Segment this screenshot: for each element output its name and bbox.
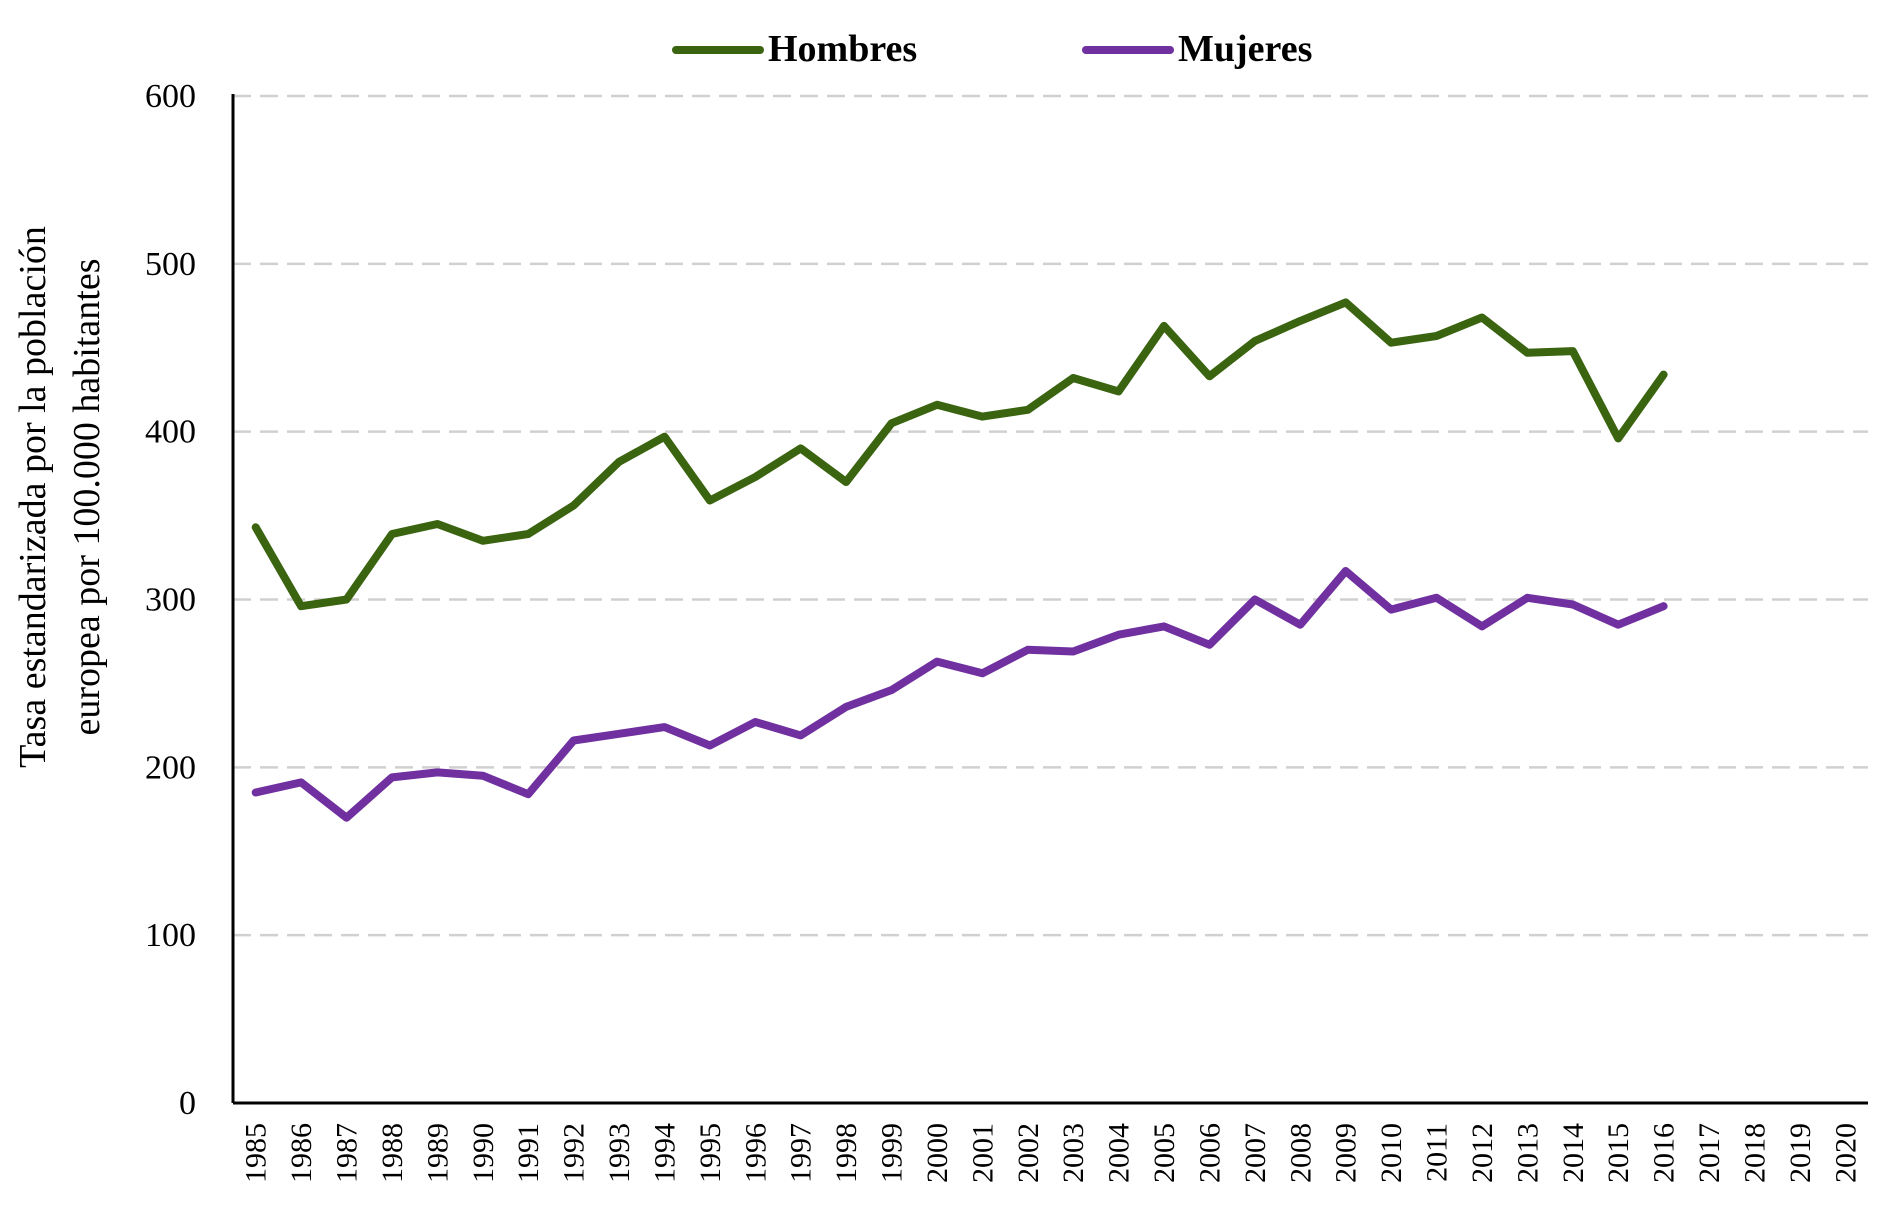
y-tick-label-400: 400 xyxy=(145,414,196,451)
x-tick-label-2017: 2017 xyxy=(1693,1123,1726,1183)
x-tick-label-1995: 1995 xyxy=(694,1123,727,1183)
x-tick-label-1990: 1990 xyxy=(467,1123,500,1183)
x-tick-label-1985: 1985 xyxy=(240,1123,273,1183)
x-tick-label-2012: 2012 xyxy=(1466,1123,1499,1183)
x-tick-labels: 1985 1986 1987 1988 1989 1990 1991 1992 1993 1994… xyxy=(240,1123,1863,1183)
y-tick-label-200: 200 xyxy=(145,749,196,786)
x-tick-label-1994: 1994 xyxy=(648,1123,681,1183)
axes xyxy=(231,94,1868,1105)
x-tick-label-2010: 2010 xyxy=(1375,1123,1408,1183)
x-tick-label-1986: 1986 xyxy=(285,1123,318,1183)
x-tick-label-1988: 1988 xyxy=(376,1123,409,1183)
x-tick-label-2020: 2020 xyxy=(1829,1123,1862,1183)
x-tick-label-1993: 1993 xyxy=(603,1123,636,1183)
y-tick-labels: 0 100 200 300 400 500 600 xyxy=(145,78,196,1122)
x-tick-label-2016: 2016 xyxy=(1648,1123,1681,1183)
x-tick-label-2014: 2014 xyxy=(1557,1123,1590,1183)
x-tick-label-2002: 2002 xyxy=(1012,1123,1045,1183)
x-tick-label-2005: 2005 xyxy=(1148,1123,1181,1183)
gridlines xyxy=(233,94,1868,937)
y-axis-title: Tasa estandarizada por la población euro… xyxy=(12,226,108,768)
series-line-hombres xyxy=(251,298,1668,611)
x-tick-label-1992: 1992 xyxy=(558,1123,591,1183)
x-tick-label-2009: 2009 xyxy=(1330,1123,1363,1183)
x-tick-label-1996: 1996 xyxy=(739,1123,772,1183)
x-tick-label-1997: 1997 xyxy=(785,1123,818,1183)
y-tick-label-0: 0 xyxy=(179,1085,196,1122)
y-axis-title-line-2: europea por 100.000 habitantes xyxy=(66,259,108,736)
x-tick-label-2018: 2018 xyxy=(1738,1123,1771,1183)
x-tick-label-1987: 1987 xyxy=(331,1123,364,1183)
x-tick-label-2008: 2008 xyxy=(1284,1123,1317,1183)
x-tick-label-2007: 2007 xyxy=(1239,1123,1272,1183)
x-tick-label-2011: 2011 xyxy=(1421,1123,1454,1182)
legend-label-mujeres: Mujeres xyxy=(1178,28,1312,70)
x-tick-label-2013: 2013 xyxy=(1511,1123,1544,1183)
y-axis-title-line-1: Tasa estandarizada por la población xyxy=(12,226,54,768)
x-tick-label-1991: 1991 xyxy=(512,1123,545,1183)
y-tick-label-500: 500 xyxy=(145,246,196,283)
x-tick-label-2004: 2004 xyxy=(1103,1123,1136,1183)
x-tick-label-1998: 1998 xyxy=(830,1123,863,1183)
y-tick-label-300: 300 xyxy=(145,582,196,619)
x-tick-label-2019: 2019 xyxy=(1784,1123,1817,1183)
series-lines xyxy=(251,298,1668,822)
series-line-mujeres xyxy=(251,567,1668,822)
x-tick-label-2015: 2015 xyxy=(1602,1123,1635,1183)
x-tick-label-1999: 1999 xyxy=(876,1123,909,1183)
legend: Hombres Mujeres xyxy=(672,28,1312,70)
x-tick-label-2000: 2000 xyxy=(921,1123,954,1183)
y-tick-label-600: 600 xyxy=(145,78,196,115)
y-tick-label-100: 100 xyxy=(145,917,196,954)
x-tick-label-1989: 1989 xyxy=(421,1123,454,1183)
x-tick-label-2006: 2006 xyxy=(1193,1123,1226,1183)
x-tick-label-2001: 2001 xyxy=(966,1123,999,1183)
legend-label-hombres: Hombres xyxy=(768,28,917,70)
x-tick-label-2003: 2003 xyxy=(1057,1123,1090,1183)
